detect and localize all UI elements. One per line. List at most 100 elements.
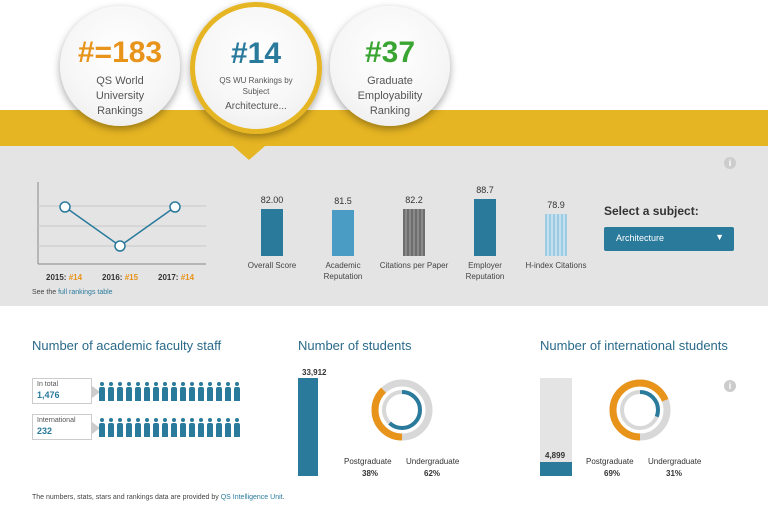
faculty-total-label: In total [37,381,59,388]
person-icon [215,382,223,402]
faculty-total-value: 1,476 [37,390,60,400]
info-icon[interactable]: i [724,380,736,392]
selected-badge-pointer [233,146,265,160]
students-undergrad-label: Undergraduate [406,457,460,466]
score-bar [545,214,567,256]
faculty-total-icons [98,382,241,402]
person-icon [143,382,151,402]
students-total-bar [298,378,318,476]
person-icon [179,382,187,402]
intl-postgrad-label: Postgraduate [586,457,634,466]
person-icon [206,418,214,438]
person-icon [161,382,169,402]
person-icon [188,418,196,438]
faculty-section-title: Number of academic faculty staff [32,338,222,353]
score-category-label: Academic Reputation [323,261,363,281]
person-icon [134,418,142,438]
faculty-intl-icons [98,418,241,438]
intl-undergrad-pct: 31% [666,469,683,478]
intl-students-bar-track [540,378,572,476]
person-icon [116,418,124,438]
donut-undergrad-segment [620,390,660,430]
person-icon [197,418,205,438]
score-value-label: 88.7 [476,185,494,195]
person-icon [215,418,223,438]
faculty-total-box: In total 1,476 [32,378,100,404]
person-icon [170,382,178,402]
year-label-2015: 2015: #14 [46,273,83,282]
rank-point-2017 [169,201,181,213]
person-icon [152,382,160,402]
intl-postgrad-pct: 69% [604,469,621,478]
score-category-label: H-index Citations [525,261,587,270]
subject-ranking-value: #14 [230,37,282,70]
faculty-intl-value: 232 [37,426,53,436]
students-section-title: Number of students [298,338,412,353]
score-value-label: 82.00 [260,195,284,205]
intl-undergrad-label: Undergraduate [648,457,702,466]
person-icon [152,418,160,438]
year-label-2016: 2016: #15 [102,273,139,282]
score-category-label: Citations per Paper [379,261,449,270]
intl-students-donut [609,379,671,441]
employability-ranking-value: #37 [364,36,416,69]
faculty-intl-label: International [37,417,76,424]
subject-dropdown[interactable]: Architecture ▼ [604,227,734,251]
donut-postgrad-segment [609,379,671,441]
score-value-label: 78.9 [547,200,565,210]
person-icon [197,382,205,402]
world-ranking-badge[interactable]: #=183 QS World University Rankings [60,6,180,126]
person-icon [224,418,232,438]
info-icon[interactable]: i [724,157,736,169]
person-icon [170,418,178,438]
person-icon [206,382,214,402]
intl-students-bar-fill [540,462,572,476]
subject-ranking-subject: Architecture... [225,101,287,112]
intl-students-total-value: 4,899 [545,451,566,460]
person-icon [125,418,133,438]
students-total-value: 33,912 [302,368,327,377]
students-postgrad-pct: 38% [362,469,379,478]
rank-point-2016 [114,240,126,252]
rankings-table-note: See the full rankings table [32,289,113,296]
score-category-label: Employer Reputation [465,261,505,281]
subject-dropdown-value: Architecture [616,233,665,243]
faculty-intl-box: International 232 [32,414,100,440]
score-value-label: 81.5 [334,196,352,206]
person-icon [107,418,115,438]
person-icon [233,382,241,402]
person-icon [134,382,142,402]
score-category-label: Overall Score [247,261,297,270]
intl-students-section-title: Number of international students [540,338,728,353]
score-bar [332,210,354,256]
person-icon [98,382,106,402]
person-icon [224,382,232,402]
person-icon [107,382,115,402]
person-icon [125,382,133,402]
chevron-down-icon: ▼ [715,232,724,242]
person-icon [116,382,124,402]
person-icon [143,418,151,438]
students-donut [371,379,433,441]
score-bar [474,199,496,256]
donut-postgrad-segment [371,379,433,441]
score-value-label: 82.2 [405,195,423,205]
students-postgrad-label: Postgraduate [344,457,392,466]
score-bar [261,209,283,256]
person-icon [188,382,196,402]
score-bar [403,209,425,256]
person-icon [179,418,187,438]
donut-undergrad-segment [382,390,422,430]
employability-ranking-label: Graduate Employability Ranking [357,75,423,117]
year-label-2017: 2017: #14 [158,273,195,282]
qs-intelligence-link[interactable]: QS Intelligence Unit [220,494,283,501]
rank-history-chart [37,182,206,265]
subject-ranking-label: QS WU Rankings by Subject [219,76,293,96]
person-icon [233,418,241,438]
subject-select-title: Select a subject: [604,204,699,218]
full-rankings-link[interactable]: full rankings table [58,289,113,296]
world-ranking-value: #=183 [77,36,163,69]
students-undergrad-pct: 62% [424,469,441,478]
subject-ranking-badge[interactable]: #14 QS WU Rankings by Subject Architectu… [190,2,322,134]
employability-ranking-badge[interactable]: #37 Graduate Employability Ranking [330,6,450,126]
